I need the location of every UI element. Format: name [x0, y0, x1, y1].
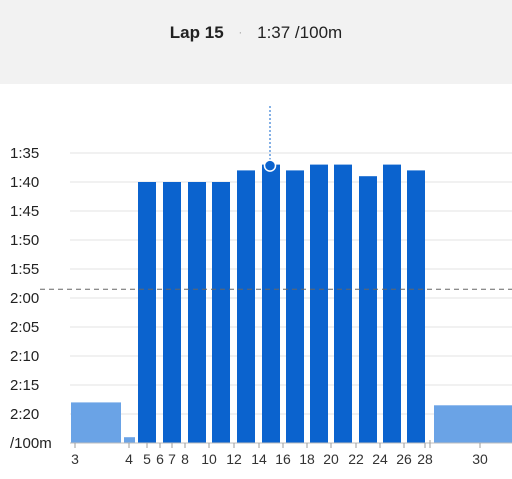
- y-tick-label: 1:45: [10, 203, 39, 220]
- bar-lap-20[interactable]: [334, 164, 352, 443]
- bar-lap-12[interactable]: [237, 170, 255, 443]
- x-tick-label: 30: [472, 451, 488, 467]
- bar-lap-10[interactable]: [212, 182, 230, 443]
- y-axis-labels: 1:35 1:40 1:45 1:50 1:55 2:00 2:05 2:10 2:15 2:20…: [10, 145, 52, 452]
- y-tick-label: 1:55: [10, 261, 39, 278]
- selected-lap-marker[interactable]: [263, 106, 277, 172]
- bar-lap-16[interactable]: [286, 170, 304, 443]
- y-tick-label: 2:05: [10, 319, 39, 336]
- lap-label: Lap 15: [169, 23, 224, 42]
- pace-bar-chart[interactable]: 1:35 1:40 1:45 1:50 1:55 2:00 2:05 2:10 2:15 2:20…: [0, 84, 512, 479]
- bars: [71, 164, 512, 443]
- bar-lap-24[interactable]: [359, 176, 377, 443]
- x-tick-label: 3: [71, 451, 79, 467]
- x-tick-label: 18: [299, 451, 315, 467]
- x-tick-label: 5: [143, 451, 151, 467]
- lap-summary-header: Lap 15 · 1:37 /100m: [0, 0, 512, 84]
- x-tick-label: 20: [323, 451, 339, 467]
- lap-pace: 1:37 /100m: [257, 23, 343, 42]
- bar-lap-6[interactable]: [163, 182, 181, 443]
- bar-lap-28[interactable]: [407, 170, 425, 443]
- bar-lap-15[interactable]: [262, 164, 280, 443]
- x-tick-label: 8: [181, 451, 189, 467]
- x-tick-label: 14: [251, 451, 267, 467]
- x-tick-label: 26: [396, 451, 412, 467]
- x-tick-label: 24: [372, 451, 388, 467]
- bar-lap-4[interactable]: [124, 437, 135, 443]
- bar-lap-18[interactable]: [310, 164, 328, 443]
- y-tick-label: 2:20: [10, 406, 39, 423]
- y-tick-label: 1:40: [10, 174, 39, 191]
- x-tick-label: 4: [125, 451, 133, 467]
- y-tick-label: 1:35: [10, 145, 39, 162]
- x-tick-label: 22: [348, 451, 364, 467]
- x-tick-label: 16: [275, 451, 291, 467]
- marker-dot[interactable]: [263, 159, 277, 172]
- x-tick-label: 7: [168, 451, 176, 467]
- x-tick-label: 28: [417, 451, 433, 467]
- x-tick-label: 10: [201, 451, 217, 467]
- x-tick-label: 6: [156, 451, 164, 467]
- x-axis: 3 4 5 6 7 8 10 12 14 16 18 20 22 24 26 28 30: [70, 440, 512, 467]
- bar-lap-7[interactable]: [188, 182, 206, 443]
- y-tick-label: 2:10: [10, 348, 39, 365]
- bar-lap-30[interactable]: [434, 405, 512, 443]
- bar-lap-3[interactable]: [71, 402, 121, 443]
- y-tick-label: 2:15: [10, 377, 39, 394]
- x-tick-label: 12: [226, 451, 242, 467]
- lap-summary: Lap 15 · 1:37 /100m: [0, 23, 512, 43]
- y-tick-label: 2:00: [10, 290, 39, 307]
- separator-dot: ·: [238, 25, 243, 39]
- y-tick-label: 1:50: [10, 232, 39, 249]
- y-tick-label: /100m: [10, 435, 52, 452]
- bar-lap-5[interactable]: [138, 182, 156, 443]
- bar-lap-26[interactable]: [383, 164, 401, 443]
